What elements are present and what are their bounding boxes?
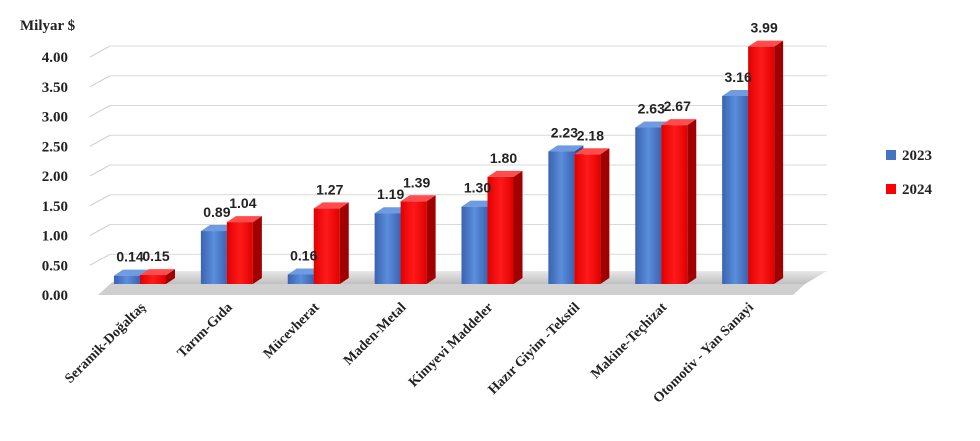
value-label-2024-0: 0.15 xyxy=(142,248,169,264)
category-label: Makine-Teçhizat xyxy=(588,300,670,382)
y-tick-label: 3.50 xyxy=(42,80,68,96)
value-label-2024-3: 1.39 xyxy=(403,174,430,190)
category-label: Mücevherat xyxy=(261,300,323,362)
y-tick-label: 2.00 xyxy=(42,169,68,185)
floor-edge xyxy=(98,284,805,295)
value-label-2023-2: 0.16 xyxy=(290,247,317,263)
bar-2024-4 xyxy=(487,170,523,284)
bar-2024-6 xyxy=(661,119,697,284)
value-label-2023-0: 0.14 xyxy=(116,249,143,265)
value-label-2024-1: 1.04 xyxy=(229,195,256,211)
value-label-2023-4: 1.30 xyxy=(464,180,491,196)
legend: 2023 2024 xyxy=(886,148,933,198)
y-axis-label: Milyar $ xyxy=(20,18,76,34)
y-tick-label: 1.00 xyxy=(42,229,68,245)
category-label: Tarım-Gıda xyxy=(175,300,236,361)
category-label: Hazır Giyim -Tekstil xyxy=(486,300,584,398)
bar-2024-1 xyxy=(226,216,262,284)
bar-2024-2 xyxy=(313,202,349,284)
value-label-2024-4: 1.80 xyxy=(490,150,517,166)
gridlines xyxy=(89,45,827,266)
value-label-2023-3: 1.19 xyxy=(377,186,404,202)
y-tick-label: 3.00 xyxy=(42,110,68,126)
value-label-2023-6: 2.63 xyxy=(638,101,665,117)
category-label: Otomotiv - Yan Sanayi xyxy=(651,300,757,406)
legend-label-2024: 2024 xyxy=(902,182,933,198)
category-label: Maden-Metal xyxy=(341,300,409,368)
y-tick-label: 4.00 xyxy=(42,50,68,66)
y-tick-label: 2.50 xyxy=(42,139,68,155)
y-tick-label: 0.00 xyxy=(42,288,68,304)
category-label: Seramik-Doğaltaş xyxy=(62,300,149,387)
bar-2024-3 xyxy=(400,195,436,284)
value-label-2023-5: 2.23 xyxy=(551,124,578,140)
bar-2024-5 xyxy=(574,148,610,284)
category-labels: Seramik-Doğaltaş Tarım-Gıda Mücevherat Made… xyxy=(62,300,757,407)
y-tick-label: 1.50 xyxy=(42,199,68,215)
bars xyxy=(114,40,784,284)
value-label-2024-2: 1.27 xyxy=(316,181,343,197)
legend-swatch-2023 xyxy=(886,150,896,160)
value-label-2023-1: 0.89 xyxy=(203,204,230,220)
y-axis-ticks: 0.00 0.50 1.00 1.50 2.00 2.50 3.00 3.50 4.00 xyxy=(42,50,68,304)
legend-swatch-2024 xyxy=(886,184,896,194)
value-label-2024-6: 2.67 xyxy=(664,98,691,114)
bar-2024-0 xyxy=(140,269,175,284)
value-label-2024-5: 2.18 xyxy=(577,127,604,143)
data-labels: 0.140.15 0.891.04 0.16 1.27 1.191.39 1.30 1.80… xyxy=(116,20,778,265)
value-label-2024-7: 3.99 xyxy=(751,20,778,36)
bar-2024-7 xyxy=(748,40,784,284)
value-label-2023-7: 3.16 xyxy=(725,69,752,85)
category-label: Kimyevi Maddeler xyxy=(406,300,496,390)
legend-label-2023: 2023 xyxy=(902,148,932,164)
y-tick-label: 0.50 xyxy=(42,258,68,274)
